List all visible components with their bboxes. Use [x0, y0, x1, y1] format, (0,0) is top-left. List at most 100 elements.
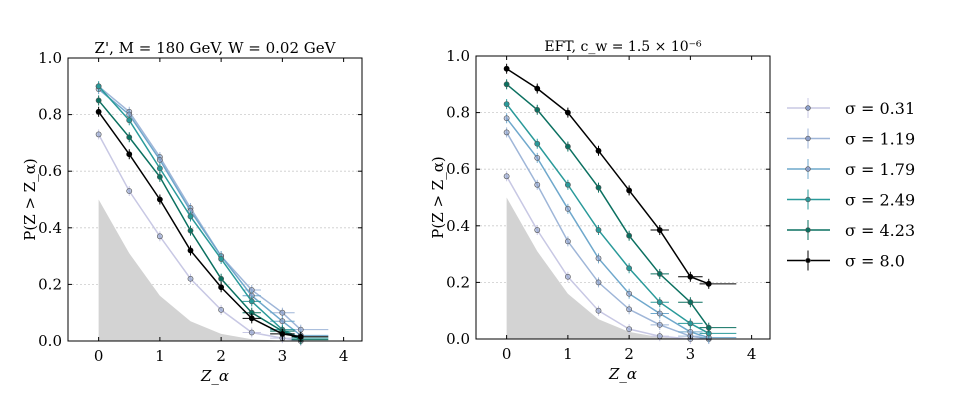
series-line	[98, 111, 301, 338]
data-point	[626, 290, 633, 297]
data-point	[503, 101, 510, 108]
legend-marker	[805, 227, 811, 233]
y-tick-label: 1.0	[446, 47, 470, 65]
data-point	[595, 255, 602, 262]
data-point	[656, 333, 663, 340]
x-axis-label: Z_α	[608, 365, 637, 383]
legend-label: σ = 1.79	[845, 160, 915, 179]
data-point	[126, 134, 133, 141]
legend-label: σ = 1.19	[845, 130, 915, 149]
data-point	[248, 298, 255, 305]
data-point	[534, 154, 541, 161]
x-tick-label: 3	[278, 347, 288, 365]
series-line	[506, 68, 710, 285]
data-point	[626, 306, 633, 313]
data-point	[95, 83, 102, 90]
data-point	[595, 147, 602, 154]
data-point	[626, 232, 633, 239]
series-8.0	[95, 106, 329, 342]
data-point	[564, 109, 571, 116]
data-point	[279, 331, 286, 337]
data-point	[156, 233, 163, 240]
series-line	[506, 103, 710, 335]
data-point	[503, 173, 510, 180]
data-point	[126, 188, 133, 194]
legend: σ = 0.31 σ = 1.19 σ = 1.79 σ = 2.49 σ = 4.23…	[787, 98, 915, 271]
legend-marker	[805, 196, 811, 203]
x-tick-label: 2	[624, 345, 634, 363]
data-point	[248, 315, 255, 322]
data-point	[534, 85, 541, 92]
data-point	[156, 165, 163, 172]
series-2.49	[503, 99, 737, 339]
data-point	[503, 129, 510, 136]
data-point	[687, 299, 694, 306]
data-point	[564, 273, 571, 280]
legend-item: σ = 1.19	[787, 128, 915, 149]
data-point	[656, 321, 663, 328]
data-point	[595, 227, 602, 233]
y-tick-label: 0.4	[446, 217, 470, 235]
data-point	[218, 306, 225, 313]
data-point	[564, 143, 571, 150]
x-tick-label: 4	[339, 347, 349, 365]
data-point	[279, 309, 286, 316]
data-point	[279, 318, 286, 325]
data-point	[656, 299, 663, 306]
legend-item: σ = 2.49	[787, 189, 915, 210]
data-point	[656, 227, 663, 233]
data-point	[656, 271, 663, 277]
data-point	[626, 265, 633, 272]
legend-label: σ = 0.31	[845, 99, 915, 118]
data-point	[534, 140, 541, 147]
x-tick-label: 0	[502, 345, 512, 363]
data-point	[626, 187, 633, 194]
chart-title: Z', M = 180 GeV, W = 0.02 GeV	[95, 39, 337, 57]
chart-1: 0 1 2 3 4 0.0 0.2 0.4 0.6 0.8 1.0 Z', M = 180 GeV, …	[21, 39, 363, 385]
y-tick-label: 0.8	[38, 106, 62, 124]
data-point	[248, 329, 255, 336]
series-8.0	[503, 63, 737, 289]
data-point	[218, 275, 225, 282]
shaded-reference-area	[506, 197, 709, 339]
legend-item: σ = 8.0	[787, 250, 905, 271]
legend-label: σ = 8.0	[845, 252, 905, 271]
data-point	[156, 173, 163, 180]
y-tick-label: 0.0	[38, 332, 62, 350]
series-line	[98, 85, 302, 339]
data-point	[126, 117, 133, 124]
x-tick-label: 1	[563, 345, 573, 363]
y-tick-label: 0.0	[446, 330, 470, 348]
data-point	[626, 326, 633, 332]
data-point	[656, 310, 663, 317]
data-point	[564, 238, 571, 245]
data-point	[595, 307, 602, 314]
series-line	[98, 88, 302, 336]
y-tick-label: 0.2	[446, 273, 470, 291]
chart-title: EFT, c_w = 1.5 × 10⁻⁶	[544, 39, 702, 55]
data-point	[218, 256, 225, 262]
data-point	[503, 81, 510, 88]
legend-marker	[805, 257, 811, 264]
series-0.31	[95, 129, 329, 346]
legend-label: σ = 4.23	[845, 221, 915, 240]
axes-frame	[475, 55, 771, 340]
data-point	[534, 181, 541, 188]
data-point	[187, 275, 194, 282]
x-axis-label: Z_α	[200, 367, 229, 385]
data-point	[218, 284, 225, 291]
series-line	[98, 99, 302, 341]
data-point	[503, 65, 510, 72]
x-tick-label: 0	[94, 347, 104, 365]
x-tick-label: 2	[216, 347, 226, 365]
data-point	[705, 324, 712, 331]
legend-item: σ = 0.31	[787, 98, 915, 118]
y-tick-label: 1.0	[38, 49, 62, 67]
data-point	[126, 151, 133, 158]
data-point	[156, 196, 163, 203]
chart-2: 0 1 2 3 4 0.0 0.2 0.4 0.6 0.8 1.0 EFT, c_w = 1.5 × …	[429, 39, 915, 383]
legend-marker	[805, 166, 811, 172]
data-point	[187, 213, 194, 220]
data-point	[187, 227, 194, 234]
